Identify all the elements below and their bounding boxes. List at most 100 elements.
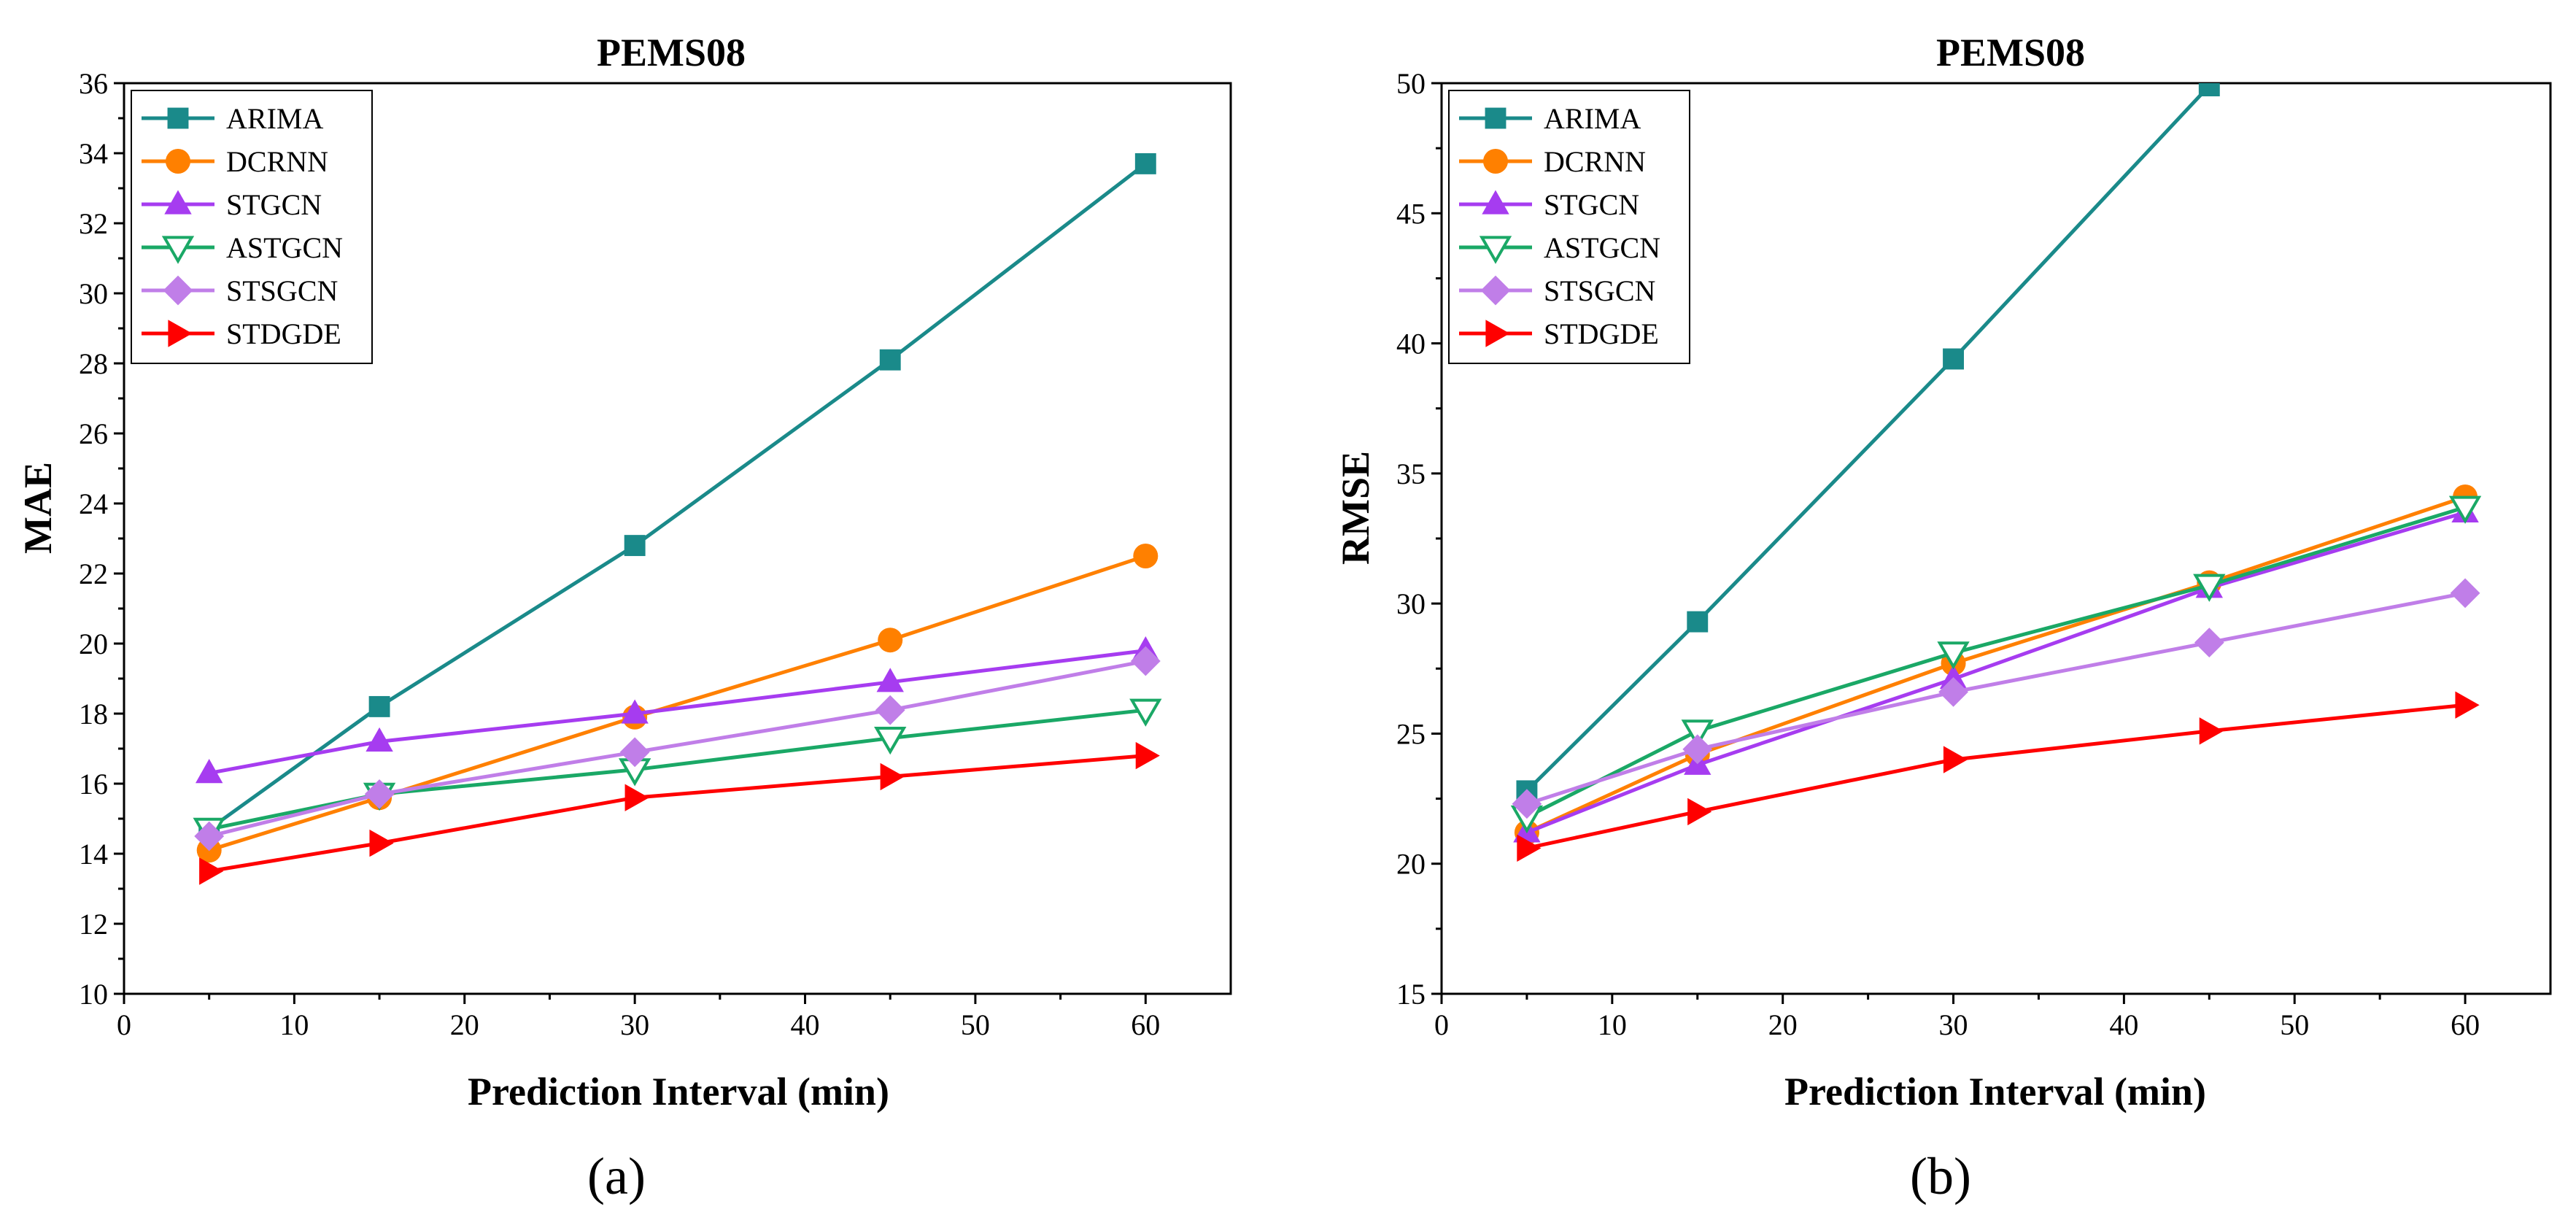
- legend-marker-stgcn: [1482, 190, 1509, 215]
- data-point-stdgde: [1517, 834, 1542, 862]
- data-point-stsgcn: [619, 737, 650, 768]
- y-tick-label: 25: [1396, 717, 1426, 750]
- data-point-stsgcn: [2194, 628, 2224, 658]
- y-tick-label: 40: [1396, 328, 1426, 360]
- legend-marker-arima: [1485, 107, 1506, 129]
- data-point-astgcn: [874, 727, 907, 755]
- plot-area: [1510, 83, 2482, 862]
- chart-title: PEMS08: [1936, 31, 2085, 74]
- x-tick-label: 10: [279, 1008, 309, 1041]
- data-point-stdgde: [880, 762, 905, 791]
- x-tick-label: 0: [117, 1008, 131, 1041]
- legend-label: DCRNN: [1544, 145, 1646, 178]
- data-point-stsgcn: [875, 695, 905, 725]
- data-point-stsgcn: [1512, 789, 1542, 819]
- x-tick-label: 30: [620, 1008, 649, 1041]
- data-point-stdgde: [2455, 691, 2480, 719]
- legend-marker-arima: [167, 107, 189, 129]
- data-point-stsgcn: [194, 821, 225, 852]
- y-tick-label: 34: [79, 137, 108, 170]
- series-line-dcrnn: [208, 554, 1147, 852]
- data-point-arima: [624, 535, 646, 557]
- legend-marker-stsgcn: [1480, 275, 1511, 306]
- y-tick-label: 15: [1396, 978, 1426, 1011]
- series-line-stgcn: [209, 649, 1146, 776]
- data-point-astgcn: [1681, 719, 1714, 748]
- y-tick-label: 20: [79, 628, 108, 660]
- y-tick-label: 28: [79, 347, 108, 380]
- data-point-astgcn: [2193, 574, 2226, 602]
- y-tick-label: 14: [79, 838, 108, 870]
- chart-title: PEMS08: [597, 31, 746, 74]
- data-point-stdgde: [369, 829, 394, 857]
- y-tick-label: 45: [1396, 197, 1426, 230]
- x-axis-label: Prediction Interval (min): [1784, 1070, 2206, 1113]
- y-tick-label: 35: [1396, 458, 1426, 490]
- data-point-stsgcn: [364, 779, 395, 809]
- data-point-astgcn: [2448, 495, 2482, 524]
- legend-marker-astgcn: [161, 236, 195, 264]
- data-point-stsgcn: [1130, 646, 1161, 676]
- legend-marker-stgcn: [164, 190, 192, 215]
- legend-marker-stdgde: [168, 320, 193, 347]
- x-tick-label: 20: [450, 1008, 479, 1041]
- data-point-stdgde: [1943, 746, 1968, 773]
- chart-panel-a: PEMS08 MAE Prediction Interval (min) (a)…: [16, 31, 1232, 1205]
- x-tick-label: 60: [2451, 1008, 2480, 1041]
- x-tick-label: 50: [961, 1008, 990, 1041]
- y-axis-label: MAE: [16, 462, 60, 554]
- x-tick-label: 0: [1434, 1008, 1449, 1041]
- data-point-arima: [2198, 83, 2220, 97]
- x-tick-label: 40: [791, 1008, 820, 1041]
- legend-marker-stsgcn: [163, 275, 193, 306]
- x-axis-label: Prediction Interval (min): [468, 1070, 889, 1113]
- legend-label: STDGDE: [1544, 317, 1659, 350]
- data-point-stdgde: [624, 784, 649, 811]
- legend-label: ASTGCN: [226, 231, 343, 264]
- data-point-stgcn: [621, 699, 649, 724]
- y-tick-label: 20: [1396, 848, 1426, 881]
- legend-marker-astgcn: [1479, 236, 1512, 264]
- data-point-stdgde: [1135, 741, 1160, 770]
- legend-label: STSGCN: [226, 274, 338, 307]
- panel-label: (a): [587, 1147, 646, 1205]
- x-tick-label: 60: [1131, 1008, 1160, 1041]
- data-point-stgcn: [876, 668, 904, 692]
- y-tick-label: 16: [79, 768, 108, 800]
- y-tick-label: 32: [79, 207, 108, 240]
- x-tick-label: 10: [1598, 1008, 1627, 1041]
- legend-label: ASTGCN: [1544, 231, 1660, 264]
- legend-label: STGCN: [226, 188, 322, 221]
- data-point-arima: [1943, 348, 1964, 370]
- legend-label: DCRNN: [226, 145, 328, 178]
- legend-box: [1448, 90, 1690, 364]
- data-point-stdgde: [1687, 798, 1712, 826]
- legend-label: STGCN: [1544, 188, 1639, 221]
- y-tick-label: 30: [1396, 587, 1426, 620]
- x-tick-label: 50: [2280, 1008, 2309, 1041]
- y-tick-label: 50: [1396, 67, 1426, 100]
- x-tick-label: 40: [2109, 1008, 2138, 1041]
- legend-box: [131, 90, 373, 364]
- x-tick-label: 30: [1939, 1008, 1968, 1041]
- legend-marker-dcrnn: [166, 149, 190, 174]
- y-tick-label: 36: [79, 67, 108, 100]
- y-tick-label: 22: [79, 557, 108, 590]
- data-point-arima: [1134, 152, 1156, 174]
- data-point-dcrnn: [1133, 544, 1159, 568]
- y-tick-label: 24: [79, 487, 108, 520]
- series-line-stdgde: [209, 754, 1146, 873]
- y-tick-label: 12: [79, 908, 108, 941]
- series-line-stsgcn: [1526, 591, 2466, 806]
- y-tick-label: 26: [79, 417, 108, 450]
- data-point-arima: [879, 349, 901, 371]
- plot-area: [193, 152, 1162, 885]
- legend-label: STDGDE: [226, 317, 341, 350]
- chart-panel-b: PEMS08 RMSE Prediction Interval (min) (b…: [1334, 31, 2552, 1205]
- data-point-astgcn: [1129, 698, 1162, 727]
- data-point-stgcn: [365, 727, 393, 752]
- y-axis-label: RMSE: [1334, 451, 1377, 565]
- legend-marker-stdgde: [1485, 320, 1510, 347]
- data-point-dcrnn: [878, 628, 903, 653]
- data-point-astgcn: [1937, 641, 1970, 670]
